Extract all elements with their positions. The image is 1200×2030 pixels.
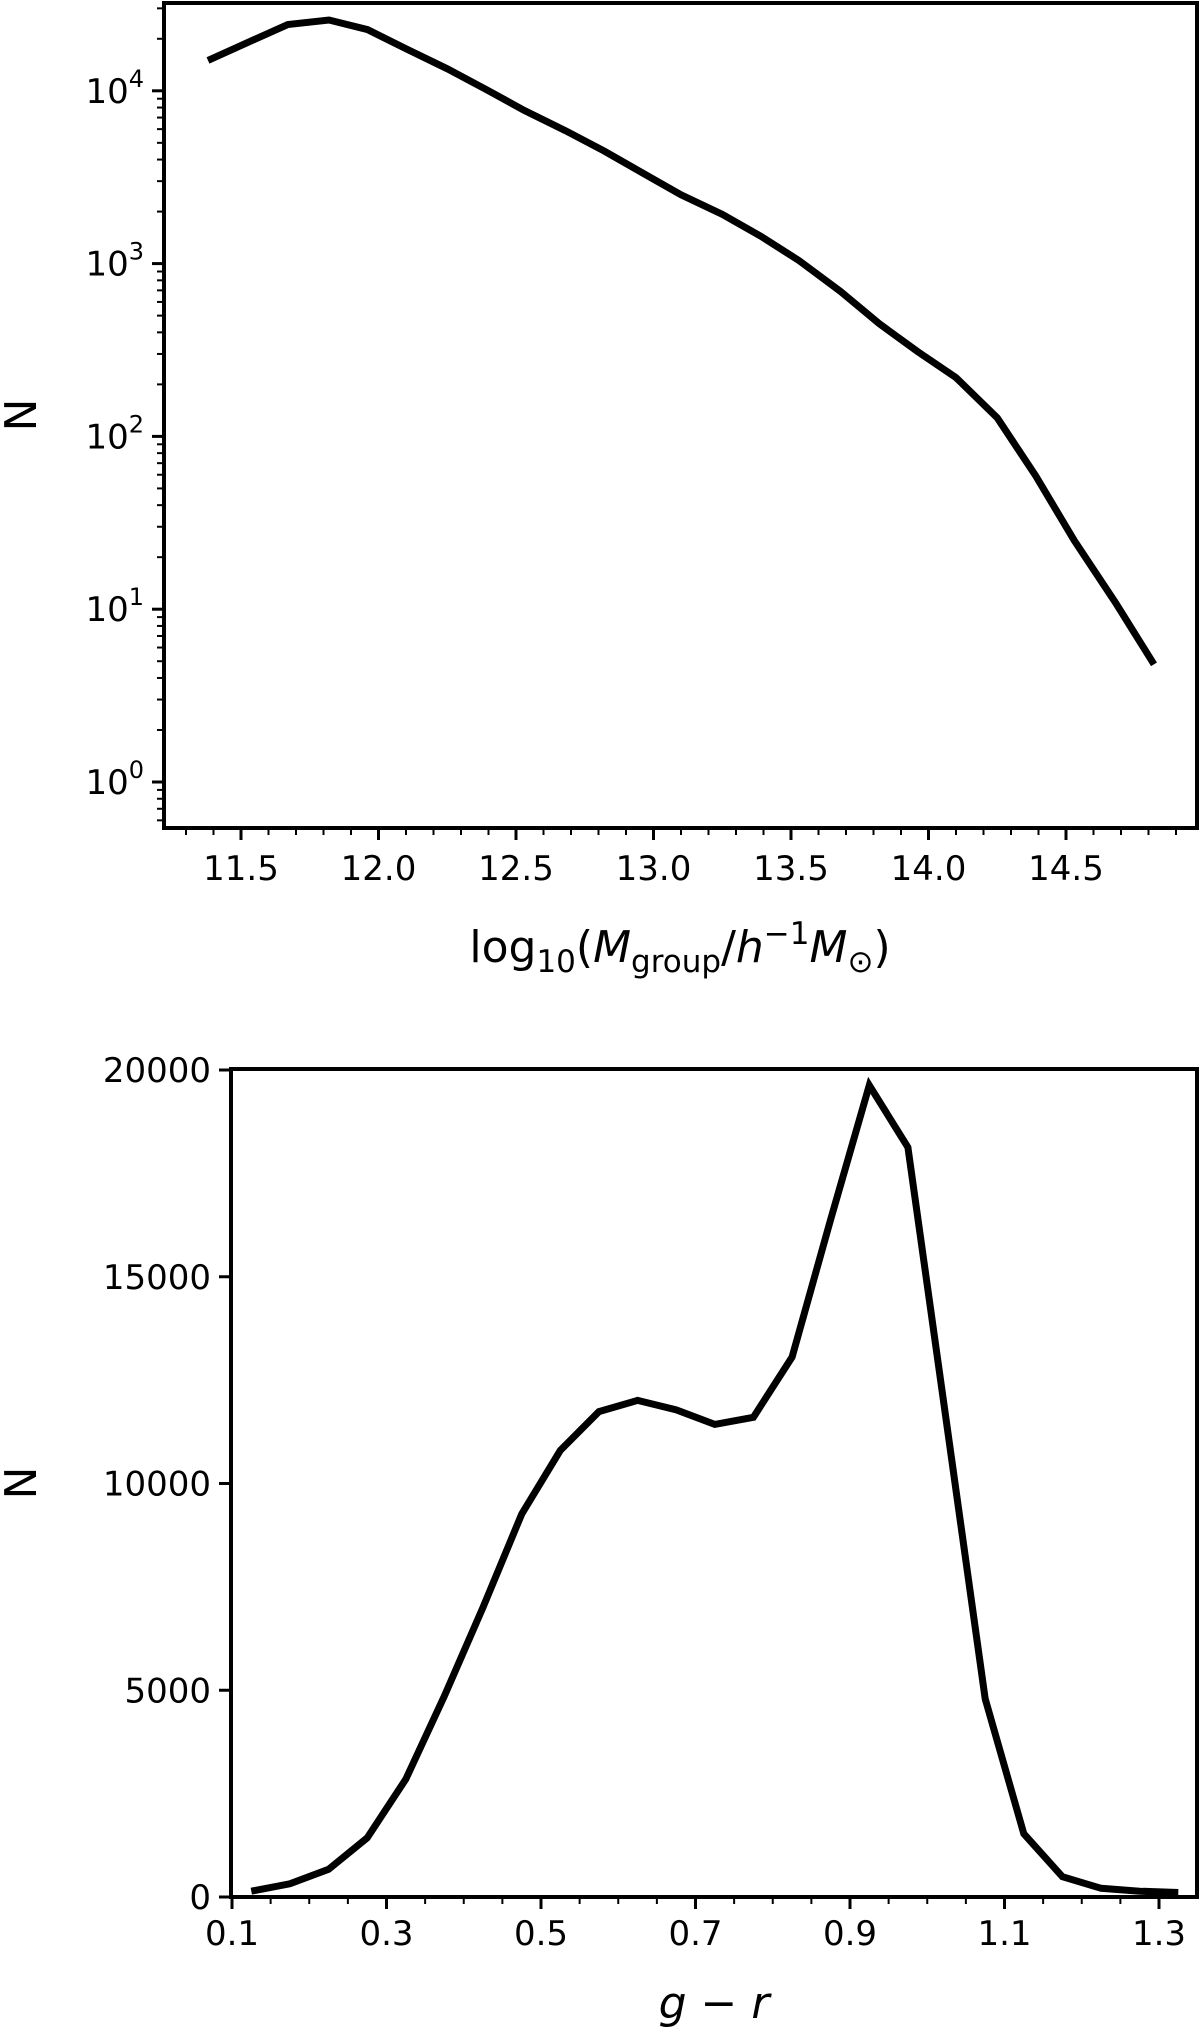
- x-tick-label: 12.5: [478, 849, 554, 889]
- y-tick-label: 15000: [103, 1258, 211, 1298]
- x-tick-label: 13.5: [753, 849, 829, 889]
- x-tick-label: 1.3: [1132, 1914, 1186, 1954]
- y-tick-label: 20000: [103, 1051, 211, 1091]
- y-tick-label: 10000: [103, 1465, 211, 1505]
- x-axis-label: g − r: [659, 1978, 773, 2029]
- x-axis-ticks: 0.1 0.3 0.5 0.7 0.9 1.1 1.3: [205, 1897, 1186, 1954]
- y-tick-label: 102: [85, 410, 144, 457]
- group-mass-panel: 100 101 102 103 104 11.5 12.0 12.5 13.0 13.5 14.0…: [0, 1, 1199, 980]
- y-axis-ticks: 100 101 102 103 104: [85, 7, 164, 822]
- x-tick-label: 13.0: [616, 849, 692, 889]
- plot-frame: [229, 1067, 1199, 1899]
- data-line: [250, 1076, 1179, 1896]
- y-tick-label: 104: [85, 65, 144, 112]
- x-tick-label: 12.0: [341, 849, 417, 889]
- color-panel: 0 5000 10000 15000 20000 0.1 0.3 0.5 0.7 0.9 1.1 1…: [0, 1051, 1199, 2029]
- x-axis-label: log10(Mgroup/h−1M⊙): [469, 916, 890, 980]
- x-tick-label: 14.5: [1028, 849, 1104, 889]
- y-tick-label: 103: [85, 238, 144, 285]
- x-tick-label: 11.5: [203, 849, 279, 889]
- x-axis-ticks: 11.5 12.0 12.5 13.0 13.5 14.0 14.5: [185, 828, 1177, 889]
- x-tick-label: 14.0: [891, 849, 967, 889]
- x-tick-label: 0.5: [514, 1914, 568, 1954]
- y-tick-label: 0: [189, 1878, 211, 1918]
- y-axis-label: N: [0, 1467, 47, 1500]
- plot-frame: [162, 1, 1199, 830]
- x-tick-label: 0.7: [668, 1914, 722, 1954]
- data-line: [206, 16, 1157, 667]
- x-tick-label: 0.9: [823, 1914, 877, 1954]
- x-tick-label: 1.1: [977, 1914, 1031, 1954]
- y-tick-label: 100: [85, 756, 144, 803]
- y-tick-label: 101: [85, 583, 144, 630]
- y-tick-label: 5000: [124, 1671, 211, 1711]
- y-axis-label: N: [0, 399, 47, 432]
- x-tick-label: 0.3: [359, 1914, 413, 1954]
- x-tick-label: 0.1: [205, 1914, 259, 1954]
- y-axis-ticks: 0 5000 10000 15000 20000: [103, 1051, 231, 1918]
